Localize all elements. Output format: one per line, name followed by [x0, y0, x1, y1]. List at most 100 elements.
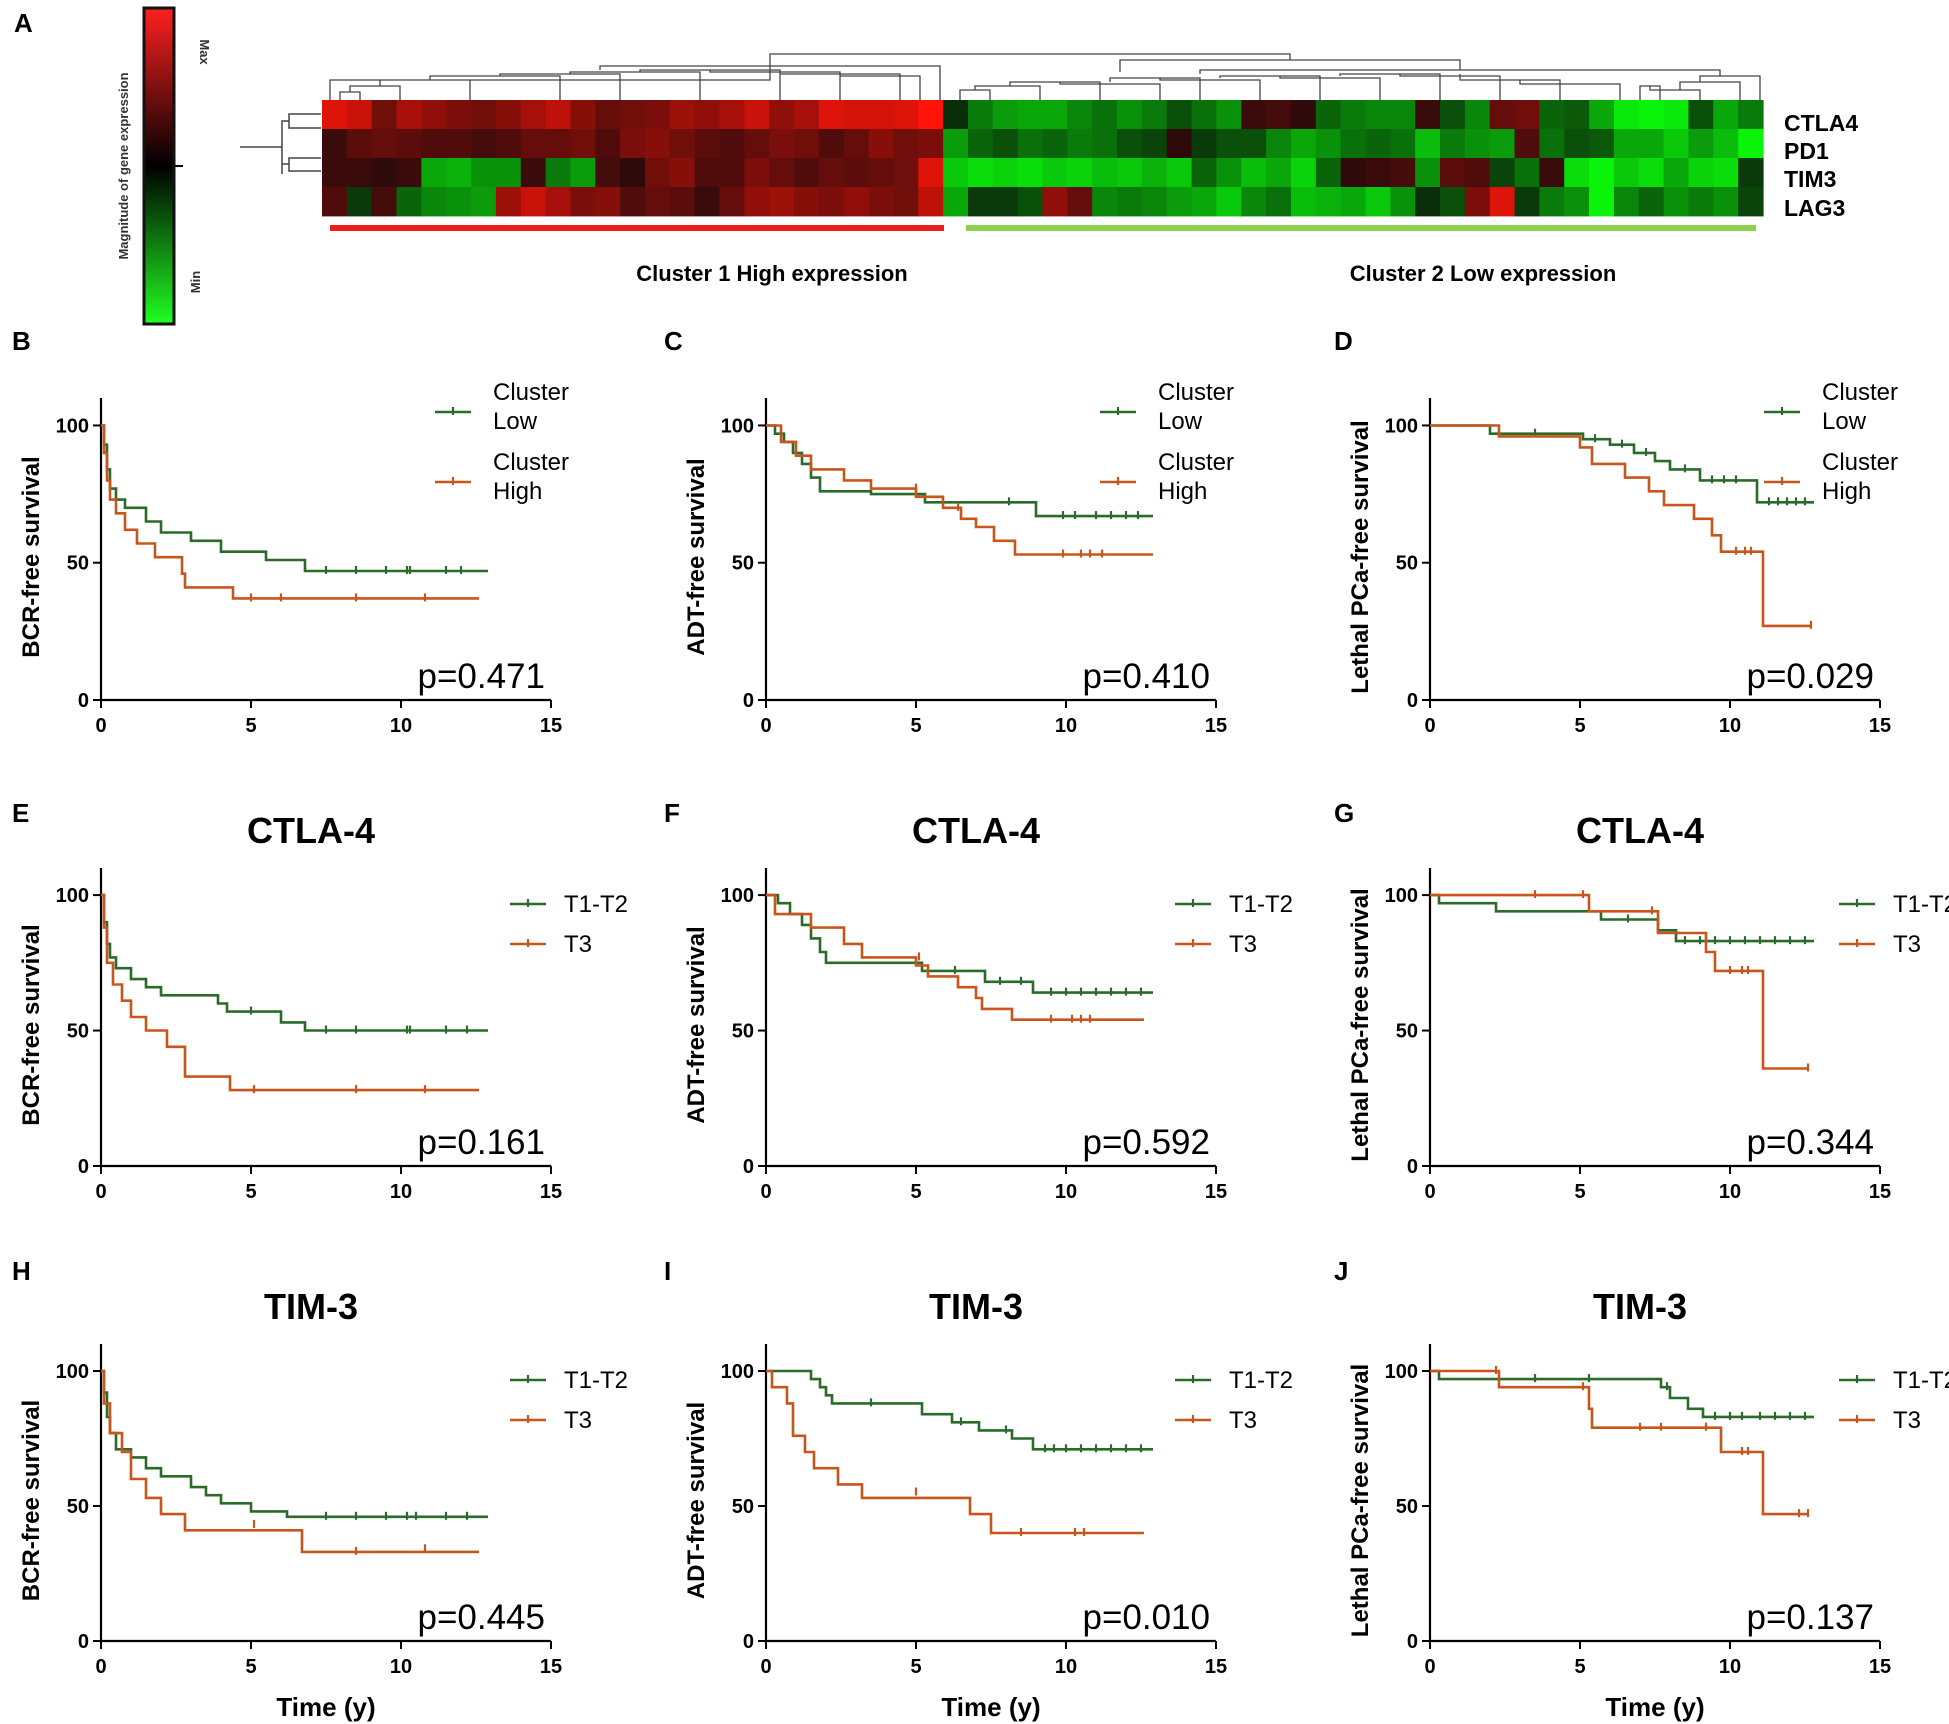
legend-label: T1-T2 [1893, 1367, 1949, 1394]
heatmap-cell [495, 158, 522, 188]
heatmap-cell [620, 158, 646, 188]
heatmap-cell [570, 100, 596, 130]
heatmap-cell [1017, 129, 1044, 159]
legend-label: T3 [564, 1407, 592, 1434]
x-axis-label: Time (y) [276, 1692, 375, 1722]
p-value: p=0.137 [1747, 1598, 1875, 1637]
heatmap-cell [1117, 100, 1143, 130]
y-axis-label: Lethal PCa-free survival [1347, 1364, 1374, 1637]
heatmap-cell [396, 158, 422, 188]
heatmap-cell [1464, 100, 1491, 130]
colorbar-label: Magnitude of gene expression [116, 72, 131, 259]
heatmap-cell [570, 187, 596, 217]
heatmap-cell [1713, 158, 1739, 188]
heatmap-cell [570, 158, 596, 188]
heatmap-cell [669, 129, 696, 159]
chart-title: TIM-3 [264, 1286, 358, 1327]
x-tick-label: 15 [540, 1181, 562, 1203]
heatmap-cell [1589, 158, 1615, 188]
x-tick-label: 5 [910, 1656, 921, 1678]
heatmap-cell [1489, 100, 1516, 130]
panel-g: G 0 5 10 15 0 50 100 Lethal PCa-free survival CTL… [1334, 798, 1949, 1203]
heatmap-cell [1440, 158, 1466, 188]
heatmap-cell [1067, 100, 1093, 130]
chart-title: CTLA-4 [247, 810, 375, 851]
survival-curve-low [766, 893, 1153, 994]
heatmap-cell [1166, 129, 1193, 159]
heatmap-cell [346, 158, 373, 188]
heatmap-cell [992, 129, 1019, 159]
x-tick-label: 10 [390, 715, 412, 737]
legend-label: T1-T2 [1229, 891, 1293, 918]
panel-letter-e: E [12, 798, 29, 828]
km-plot-b: 0 5 10 15 0 50 100 BCR-free survival p=0.471 Clus… [18, 379, 569, 737]
survival-curve-high [766, 424, 1153, 556]
heatmap-cell [1315, 100, 1342, 130]
legend-label: Low [1822, 408, 1867, 435]
legend-label: T3 [1893, 931, 1921, 958]
heatmap-cell [1713, 187, 1739, 217]
y-tick-label: 100 [56, 415, 89, 437]
survival-curve-low [1430, 1369, 1814, 1419]
heatmap-cell [744, 100, 770, 130]
y-tick-label: 0 [78, 1631, 89, 1653]
heatmap-cell [1390, 100, 1416, 130]
x-tick-label: 0 [95, 715, 106, 737]
heatmap-cell [943, 158, 969, 188]
heatmap-cell [1539, 100, 1565, 130]
heatmap-cell [322, 187, 348, 217]
heatmap-cell [1440, 100, 1466, 130]
heatmap-cell [794, 158, 820, 188]
colorbar-max-label: Max [197, 39, 212, 65]
cluster-high-label: Cluster 1 High expression [636, 261, 907, 286]
legend-label: Cluster [1822, 449, 1898, 476]
heatmap-cell [967, 129, 994, 159]
survival-curve-high [101, 424, 479, 600]
heatmap-cell [769, 100, 795, 130]
y-axis-label: BCR-free survival [18, 924, 45, 1125]
heatmap-cell [1290, 100, 1317, 130]
legend-label: High [1158, 478, 1207, 505]
y-tick-label: 100 [1385, 1361, 1418, 1383]
panel-f: F 0 5 10 15 0 50 100 ADT-free survival CTLA-4 p=0.… [664, 798, 1293, 1203]
heatmap-cell [1191, 100, 1218, 130]
cluster-high-bar [330, 225, 944, 231]
chart-title: CTLA-4 [1576, 810, 1704, 851]
y-axis-label: Lethal PCa-free survival [1347, 888, 1374, 1161]
heatmap-cell [669, 187, 696, 217]
heatmap-cell [1415, 129, 1441, 159]
heatmap-cell [396, 187, 422, 217]
survival-curve-high [1430, 1369, 1808, 1516]
heatmap-cell [1688, 187, 1714, 217]
y-tick-label: 50 [1396, 1496, 1418, 1518]
heatmap-cell [421, 129, 447, 159]
heatmap-cell [1092, 129, 1118, 159]
heatmap-cell [1564, 100, 1590, 130]
heatmap-cell [1042, 100, 1068, 130]
legend-label: Cluster [493, 449, 569, 476]
heatmap-cell [868, 100, 895, 130]
x-tick-label: 0 [1424, 715, 1435, 737]
panel-letter-b: B [12, 326, 31, 356]
heatmap-cell [694, 100, 721, 130]
x-tick-label: 5 [910, 715, 921, 737]
heatmap-cell [595, 158, 621, 188]
survival-curve-high [101, 1369, 479, 1554]
heatmap-cell [1738, 158, 1764, 188]
heatmap-cell [694, 187, 721, 217]
cluster-low-bar [966, 225, 1756, 231]
survival-curve-low [766, 424, 1153, 518]
legend-label: T1-T2 [1893, 891, 1949, 918]
chart-title: TIM-3 [1593, 1286, 1687, 1327]
km-plot-e: 0 5 10 15 0 50 100 BCR-free survival CTLA-4 p=0.1… [18, 810, 628, 1203]
heatmap-cell [371, 187, 398, 217]
heatmap-cell [1216, 100, 1242, 130]
gene-label-lag3: LAG3 [1784, 195, 1845, 221]
survival-curve-low [101, 424, 488, 573]
heatmap-cell [471, 158, 497, 188]
panel-b: B 0 5 10 15 0 50 100 BCR-free survival p=0.471 Clu… [12, 326, 569, 737]
heatmap-cell [1340, 129, 1367, 159]
heatmap-cell [868, 158, 895, 188]
heatmap-cell [1315, 187, 1342, 217]
